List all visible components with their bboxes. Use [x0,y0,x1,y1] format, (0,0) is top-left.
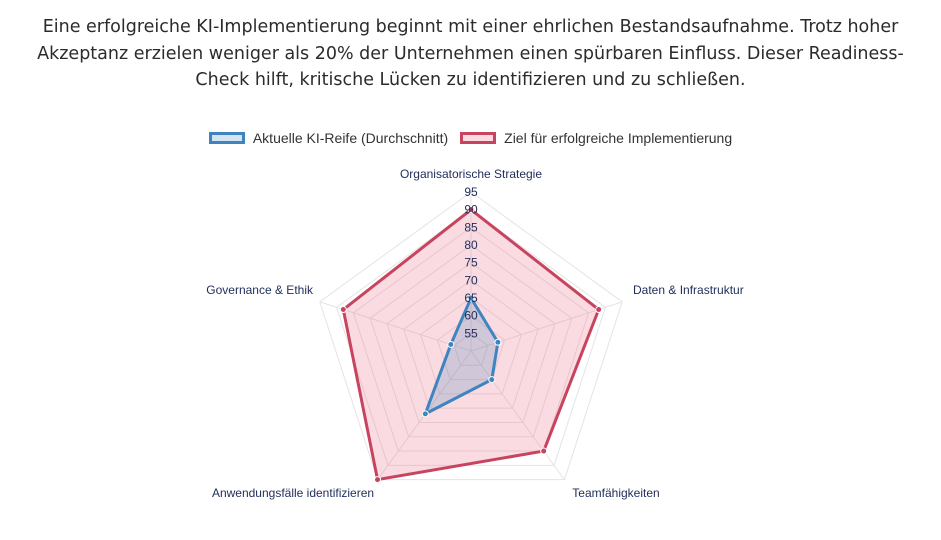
series-1-point-4 [339,306,347,314]
series-area-1 [341,208,601,482]
tick-label-90: 90 [464,203,478,217]
axis-label-2: Teamfähigkeiten [572,486,659,500]
grid-ring-80 [369,244,573,438]
axis-label-3: Anwendungsfälle identifizieren [212,486,374,500]
chart-legend: Aktuelle KI-Reife (Durchschnitt) Ziel fü… [0,130,941,146]
tick-label-85: 85 [464,220,478,234]
series-area-0 [423,296,500,416]
axis-label-1: Daten & Infrastruktur [633,283,744,297]
tick-label-55: 55 [464,326,478,340]
tick-label-80: 80 [464,238,478,252]
intro-paragraph: Eine erfolgreiche KI-Implementierung beg… [37,17,904,90]
series-1-point-1 [595,306,603,314]
grid-ring-55 [453,332,489,366]
tick-label-65: 65 [464,291,478,305]
legend-label-current: Aktuelle KI-Reife (Durchschnitt) [252,130,449,146]
series-1-point-2 [540,447,548,455]
tick-label-95: 95 [464,185,478,199]
legend-label-target: Ziel für erfolgreiche Implementierung [504,130,733,146]
series-0-point-4 [447,340,455,348]
series-0-point-3 [421,410,429,418]
grid-ring-95 [319,191,623,481]
grid-ring-70 [403,279,539,409]
grid-ring-90 [335,209,607,466]
series-0-point-1 [494,338,502,346]
grid-ring-75 [386,262,556,423]
tick-label-75: 75 [464,256,478,270]
tick-label-70: 70 [464,273,478,287]
axis-label-4: Governance & Ethik [206,283,314,297]
legend-item-current[interactable]: Aktuelle KI-Reife (Durchschnitt) [208,130,449,146]
series-1-point-0 [467,206,475,214]
series-0-point-2 [488,376,496,384]
grid-ring-85 [352,226,590,452]
series-0-point-0 [467,294,475,302]
tick-label-60: 60 [464,309,478,323]
grid-ring-65 [420,297,522,395]
grid-ring-60 [436,315,506,381]
legend-item-target[interactable]: Ziel für erfolgreiche Implementierung [460,130,732,146]
legend-swatch-current [208,132,245,144]
legend-swatch-target [460,132,497,144]
grid-spoke-2 [470,350,565,480]
series-1-point-3 [374,476,382,484]
axis-label-0: Organisatorische Strategie [400,167,542,181]
